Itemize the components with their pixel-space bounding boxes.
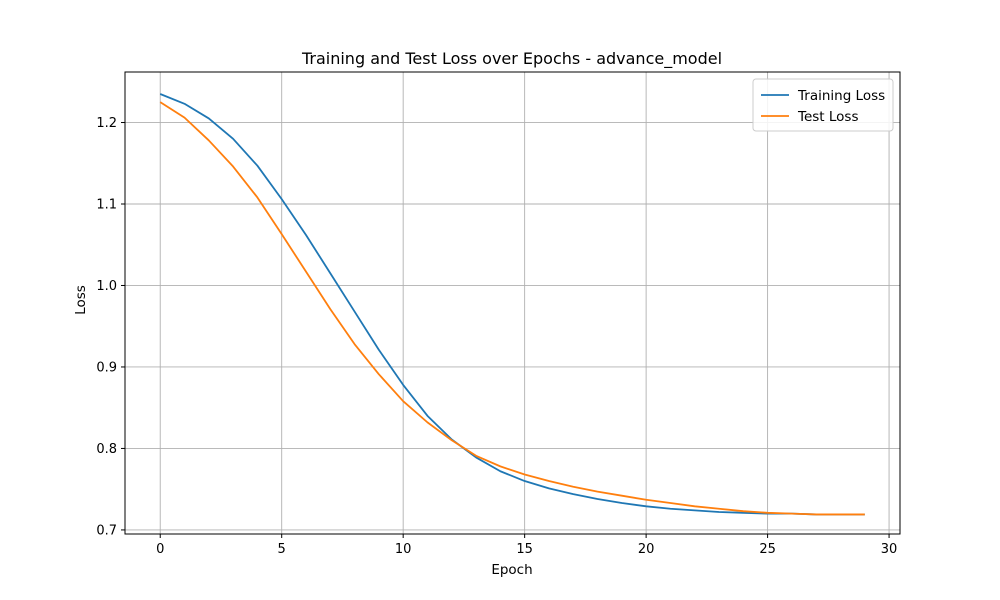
- series-line-test-loss: [159, 101, 865, 516]
- y-axis-label: Loss: [73, 285, 89, 315]
- x-tick-label: 20: [638, 542, 655, 557]
- y-tick-label: 0.9: [96, 360, 117, 375]
- grid: [125, 72, 900, 534]
- x-tick-label: 30: [881, 542, 898, 557]
- legend-label: Training Loss: [797, 88, 885, 104]
- y-tick-label: 0.7: [96, 523, 117, 538]
- chart-title: Training and Test Loss over Epochs - adv…: [301, 49, 722, 69]
- x-tick-label: 10: [395, 542, 412, 557]
- legend-box: [752, 78, 894, 132]
- series-line-training-loss: [159, 93, 865, 516]
- x-tick-label: 15: [516, 542, 533, 557]
- x-axis-label: Epoch: [491, 562, 532, 578]
- axes: [124, 71, 901, 535]
- legend: Training Loss Test Loss: [752, 78, 894, 132]
- plot-frame: [124, 71, 901, 535]
- x-tick-label: 5: [278, 542, 286, 557]
- series-layer: [159, 93, 865, 516]
- y-tick-label: 1.0: [96, 279, 117, 294]
- x-tick-label: 0: [156, 542, 164, 557]
- ticks: 0 5 10 15 20 25 30 0.7 0.8 0.9 1.0 1.1 1.2: [96, 116, 897, 557]
- y-tick-label: 1.2: [96, 116, 117, 131]
- x-tick-label: 25: [759, 542, 776, 557]
- legend-label: Test Loss: [797, 109, 859, 125]
- y-tick-label: 1.1: [96, 198, 117, 213]
- y-tick-label: 0.8: [96, 442, 117, 457]
